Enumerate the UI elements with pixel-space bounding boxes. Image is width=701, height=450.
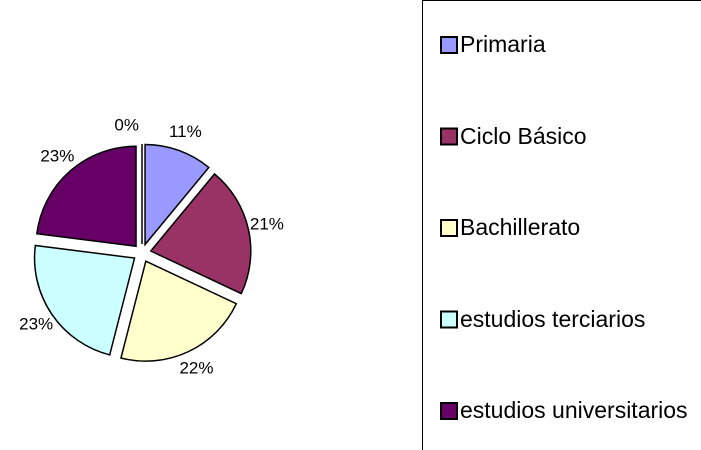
pie-slice xyxy=(120,260,238,362)
legend-swatch xyxy=(440,310,458,329)
legend-item: Bachillerato xyxy=(460,214,581,240)
legend-item: Ciclo Básico xyxy=(460,122,587,149)
pie-slice xyxy=(149,172,252,295)
data-label: 0% xyxy=(114,115,139,134)
legend-box xyxy=(422,0,701,450)
pie-slice xyxy=(35,145,137,248)
legend-swatch xyxy=(440,402,458,420)
data-label: 22% xyxy=(179,358,213,377)
legend-item: Primaria xyxy=(460,31,546,57)
legend-item: estudios terciarios xyxy=(460,305,646,332)
legend-item: estudios universitarios xyxy=(460,397,688,423)
legend-swatch xyxy=(440,127,458,146)
legend-label: Ciclo Básico xyxy=(460,122,587,149)
legend-swatch xyxy=(440,219,458,237)
pie-slice xyxy=(144,143,210,247)
legend-label: estudios terciarios xyxy=(460,305,646,332)
legend-label: Primaria xyxy=(460,31,546,57)
legend-label: Bachillerato xyxy=(460,214,581,240)
legend-swatch xyxy=(440,36,458,54)
data-label: 23% xyxy=(19,314,53,333)
data-label: 23% xyxy=(40,146,74,165)
data-label: 21% xyxy=(250,215,284,234)
data-label: 11% xyxy=(169,122,202,141)
pie-slice xyxy=(33,244,136,356)
legend-label: estudios universitarios xyxy=(460,397,688,423)
